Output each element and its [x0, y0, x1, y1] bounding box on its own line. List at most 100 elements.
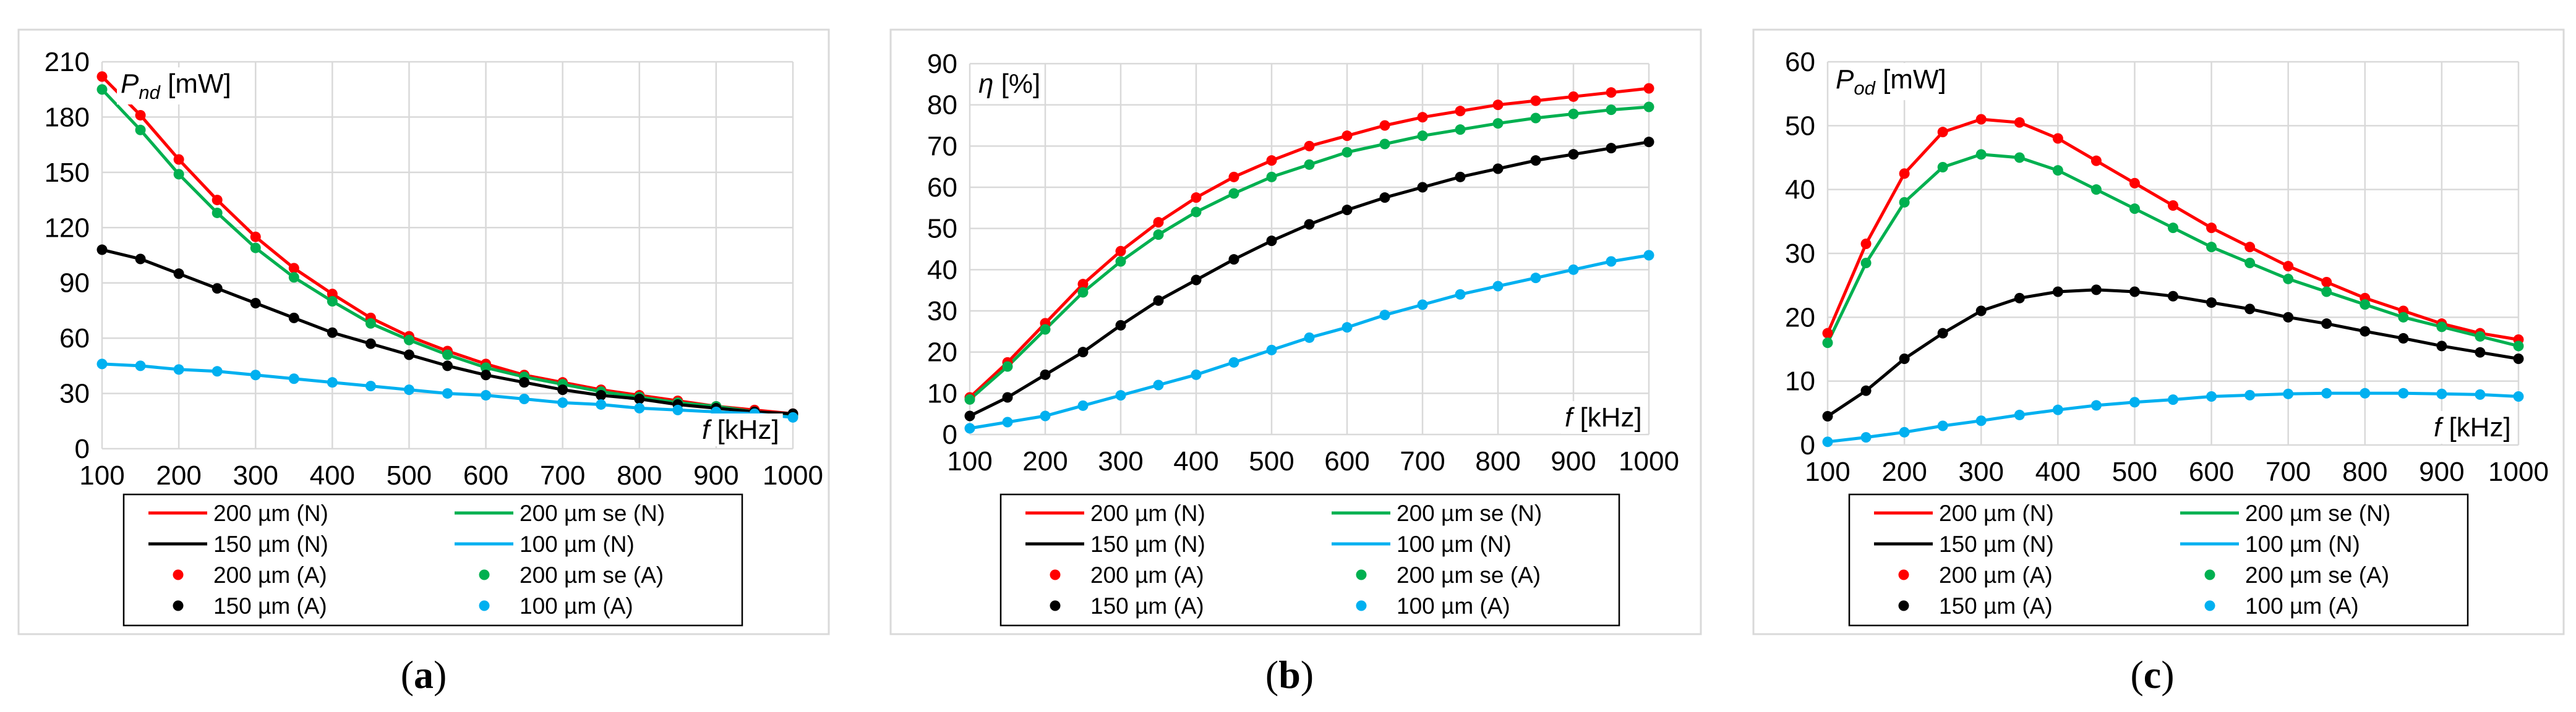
data-point-2	[1606, 143, 1617, 154]
data-point-3	[1228, 357, 1239, 368]
legend-dot-swatch	[173, 569, 184, 580]
y-tick-label: 90	[59, 268, 90, 299]
data-point-0	[250, 231, 261, 242]
data-point-2	[212, 283, 223, 294]
data-point-2	[1643, 137, 1654, 148]
chart-b: 0 10 20 30 40 50 60 70 80 90 100 200 300 400 500 600 700…	[889, 28, 1702, 697]
legend-dot-swatch	[1898, 569, 1909, 580]
data-point-0	[2090, 155, 2102, 166]
data-point-1	[1002, 361, 1013, 372]
data-point-0	[1228, 171, 1239, 182]
legend-dot-swatch	[2204, 569, 2215, 580]
x-label-backdrop	[698, 413, 783, 446]
data-point-2	[481, 370, 492, 381]
legend-label: 100 µm (N)	[1397, 532, 1512, 557]
data-point-3	[135, 360, 146, 371]
data-point-2	[2398, 333, 2409, 344]
y-label-backdrop	[1832, 63, 1950, 100]
data-point-3	[557, 397, 568, 408]
data-point-1	[96, 84, 108, 95]
legend-dot-swatch	[1356, 569, 1367, 580]
data-point-2	[442, 360, 453, 371]
data-point-3	[2168, 394, 2178, 405]
data-point-3	[365, 381, 376, 392]
data-point-3	[1822, 436, 1833, 447]
legend-label: 200 µm se (A)	[1397, 562, 1541, 588]
data-point-1	[2090, 184, 2102, 195]
data-point-0	[1077, 279, 1089, 290]
data-point-0	[2321, 277, 2332, 287]
data-point-0	[2052, 133, 2063, 144]
data-point-3	[481, 390, 492, 401]
data-point-0	[1860, 239, 1872, 249]
legend-dot-swatch	[1050, 569, 1061, 580]
data-point-2	[1153, 295, 1164, 306]
x-tick-label: 300	[1098, 446, 1143, 477]
data-point-0	[212, 195, 223, 206]
legend-label: 150 µm (N)	[213, 532, 328, 557]
data-point-1	[1115, 256, 1126, 267]
data-point-1	[1860, 258, 1872, 268]
data-point-0	[1899, 168, 1910, 179]
legend-label: 150 µm (A)	[1939, 593, 2053, 619]
legend-box	[1848, 493, 2469, 627]
data-point-0	[1417, 112, 1428, 123]
data-point-3	[1606, 256, 1617, 267]
data-point-2	[557, 384, 568, 396]
legend-dot-swatch	[1050, 600, 1061, 611]
x-tick-label: 400	[2035, 457, 2081, 487]
legend-dot-swatch	[2204, 600, 2215, 611]
data-point-1	[2014, 152, 2025, 163]
y-tick-label: 210	[45, 47, 90, 77]
data-point-2	[1040, 369, 1051, 380]
x-tick-label: 100	[79, 460, 124, 491]
data-point-1	[2244, 258, 2256, 268]
y-tick-label: 30	[59, 379, 90, 409]
x-tick-label: 100	[947, 446, 992, 477]
data-point-2	[173, 268, 184, 279]
legend-label: 150 µm (A)	[213, 593, 327, 619]
legend-label: 100 µm (A)	[520, 593, 633, 619]
data-point-3	[1002, 417, 1013, 428]
data-point-2	[1341, 205, 1353, 216]
panel-caption: (c)	[2130, 653, 2174, 697]
legend-label: 200 µm (A)	[1090, 562, 1204, 588]
legend-dot-swatch	[479, 600, 490, 611]
data-point-1	[2513, 341, 2524, 352]
data-point-0	[1379, 120, 1390, 131]
x-label-backdrop	[2430, 411, 2515, 444]
data-point-2	[1002, 392, 1013, 403]
data-point-0	[2244, 242, 2256, 253]
y-tick-label: 60	[1785, 47, 1815, 77]
y-tick-label: 10	[1785, 367, 1815, 397]
data-point-0	[2206, 222, 2217, 234]
data-point-3	[173, 364, 184, 375]
legend-dot-swatch	[1356, 600, 1367, 611]
x-tick-label: 800	[2342, 457, 2387, 487]
x-tick-label: 200	[156, 460, 201, 491]
x-axis-label: f [kHz]	[2434, 412, 2511, 443]
data-point-3	[96, 358, 108, 370]
x-tick-label: 700	[1400, 446, 1445, 477]
x-tick-label: 800	[1475, 446, 1520, 477]
data-point-1	[1492, 118, 1504, 129]
data-point-2	[2090, 284, 2102, 295]
data-point-1	[481, 362, 492, 373]
data-point-1	[1077, 287, 1089, 298]
y-tick-label: 0	[1800, 430, 1815, 460]
data-point-1	[2052, 165, 2063, 176]
y-tick-label: 0	[75, 434, 90, 464]
data-point-1	[2436, 321, 2447, 333]
data-point-1	[1191, 206, 1202, 218]
data-point-1	[1379, 138, 1390, 150]
data-point-1	[1530, 112, 1541, 124]
data-point-2	[1379, 192, 1390, 203]
y-axis-label: Pnd [mW]	[121, 69, 231, 103]
x-tick-label: 700	[540, 460, 585, 491]
data-point-2	[1455, 171, 1466, 182]
data-point-3	[1492, 281, 1504, 292]
legend-label: 150 µm (N)	[1939, 532, 2054, 557]
data-point-3	[1417, 299, 1428, 310]
data-point-1	[1304, 159, 1315, 170]
data-point-2	[250, 298, 261, 309]
